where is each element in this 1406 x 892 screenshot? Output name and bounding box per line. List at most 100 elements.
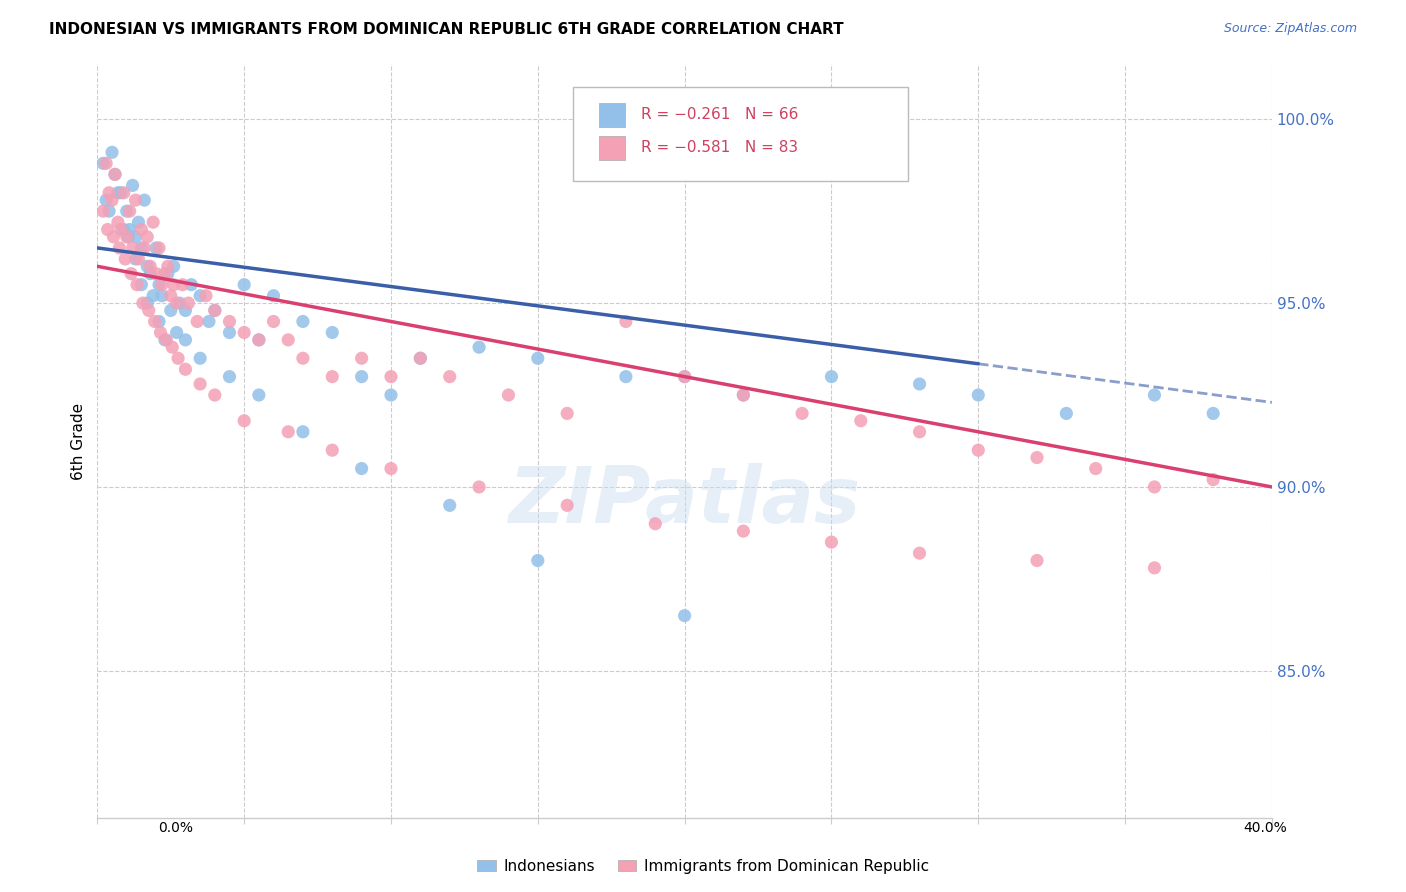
Point bbox=[673, 369, 696, 384]
Point bbox=[160, 340, 183, 354]
Point bbox=[159, 303, 181, 318]
Point bbox=[166, 296, 188, 310]
Point bbox=[733, 524, 755, 538]
Point bbox=[1084, 461, 1107, 475]
Point bbox=[321, 443, 343, 458]
Text: ZIPatlas: ZIPatlas bbox=[509, 463, 860, 540]
Point bbox=[142, 215, 165, 229]
Point bbox=[468, 480, 491, 494]
FancyBboxPatch shape bbox=[599, 136, 624, 160]
FancyBboxPatch shape bbox=[599, 103, 624, 127]
Point bbox=[149, 326, 172, 340]
Point bbox=[150, 277, 173, 292]
Point bbox=[233, 326, 256, 340]
Point bbox=[277, 333, 299, 347]
Point bbox=[131, 277, 153, 292]
Point bbox=[96, 193, 118, 207]
Point bbox=[117, 230, 139, 244]
Point bbox=[124, 230, 146, 244]
Text: 0.0%: 0.0% bbox=[159, 821, 193, 835]
Point bbox=[614, 369, 637, 384]
Point bbox=[174, 333, 197, 347]
Point bbox=[1143, 561, 1166, 575]
Point bbox=[136, 296, 159, 310]
Point bbox=[143, 314, 166, 328]
Point bbox=[188, 376, 211, 391]
Point bbox=[188, 289, 211, 303]
Point bbox=[291, 314, 314, 328]
Point bbox=[1054, 406, 1077, 420]
Point bbox=[380, 388, 402, 402]
Text: R = −0.581   N = 83: R = −0.581 N = 83 bbox=[641, 140, 799, 155]
Point bbox=[112, 222, 135, 236]
Point bbox=[277, 425, 299, 439]
Point bbox=[150, 289, 173, 303]
Point bbox=[350, 351, 373, 366]
Point bbox=[967, 443, 990, 458]
Point bbox=[118, 222, 141, 236]
Point bbox=[198, 314, 221, 328]
Point bbox=[350, 461, 373, 475]
Point bbox=[107, 186, 129, 200]
Text: Source: ZipAtlas.com: Source: ZipAtlas.com bbox=[1223, 22, 1357, 36]
Point bbox=[156, 260, 179, 274]
Point bbox=[247, 333, 270, 347]
Point bbox=[204, 303, 226, 318]
Point bbox=[131, 241, 153, 255]
Point bbox=[673, 369, 696, 384]
Point bbox=[153, 267, 176, 281]
Point bbox=[174, 303, 197, 318]
Point bbox=[614, 314, 637, 328]
Point bbox=[247, 388, 270, 402]
Point bbox=[142, 289, 165, 303]
Point bbox=[1026, 553, 1049, 567]
Point bbox=[218, 314, 240, 328]
Point bbox=[1202, 473, 1225, 487]
Point bbox=[121, 178, 143, 193]
Point bbox=[101, 145, 124, 160]
Y-axis label: 6th Grade: 6th Grade bbox=[72, 402, 86, 480]
Point bbox=[174, 362, 197, 376]
Point bbox=[163, 260, 186, 274]
Legend: Indonesians, Immigrants from Dominican Republic: Indonesians, Immigrants from Dominican R… bbox=[471, 853, 935, 880]
Point bbox=[127, 215, 149, 229]
Point bbox=[195, 289, 218, 303]
Point bbox=[233, 277, 256, 292]
Point bbox=[153, 333, 176, 347]
Point bbox=[145, 241, 167, 255]
Point bbox=[107, 215, 129, 229]
Point bbox=[98, 204, 121, 219]
Point bbox=[1026, 450, 1049, 465]
Point bbox=[120, 267, 142, 281]
Point bbox=[98, 186, 121, 200]
Point bbox=[186, 314, 208, 328]
Point bbox=[409, 351, 432, 366]
Point bbox=[110, 222, 132, 236]
Point bbox=[204, 388, 226, 402]
Point bbox=[169, 296, 191, 310]
Point bbox=[97, 222, 120, 236]
Point bbox=[908, 376, 931, 391]
Point bbox=[121, 241, 143, 255]
Point bbox=[180, 277, 202, 292]
Point bbox=[380, 369, 402, 384]
Point bbox=[145, 267, 167, 281]
Point bbox=[112, 186, 135, 200]
Point bbox=[115, 204, 138, 219]
Point bbox=[967, 388, 990, 402]
Point bbox=[134, 193, 156, 207]
Point bbox=[820, 535, 842, 549]
Point bbox=[148, 277, 170, 292]
Point bbox=[908, 425, 931, 439]
Point bbox=[91, 204, 114, 219]
Point bbox=[849, 414, 872, 428]
Point bbox=[263, 314, 285, 328]
Point bbox=[172, 277, 194, 292]
Point bbox=[291, 351, 314, 366]
Point bbox=[555, 499, 578, 513]
Point bbox=[218, 369, 240, 384]
Point bbox=[148, 314, 170, 328]
Point bbox=[115, 230, 138, 244]
Point bbox=[908, 546, 931, 560]
Text: INDONESIAN VS IMMIGRANTS FROM DOMINICAN REPUBLIC 6TH GRADE CORRELATION CHART: INDONESIAN VS IMMIGRANTS FROM DOMINICAN … bbox=[49, 22, 844, 37]
